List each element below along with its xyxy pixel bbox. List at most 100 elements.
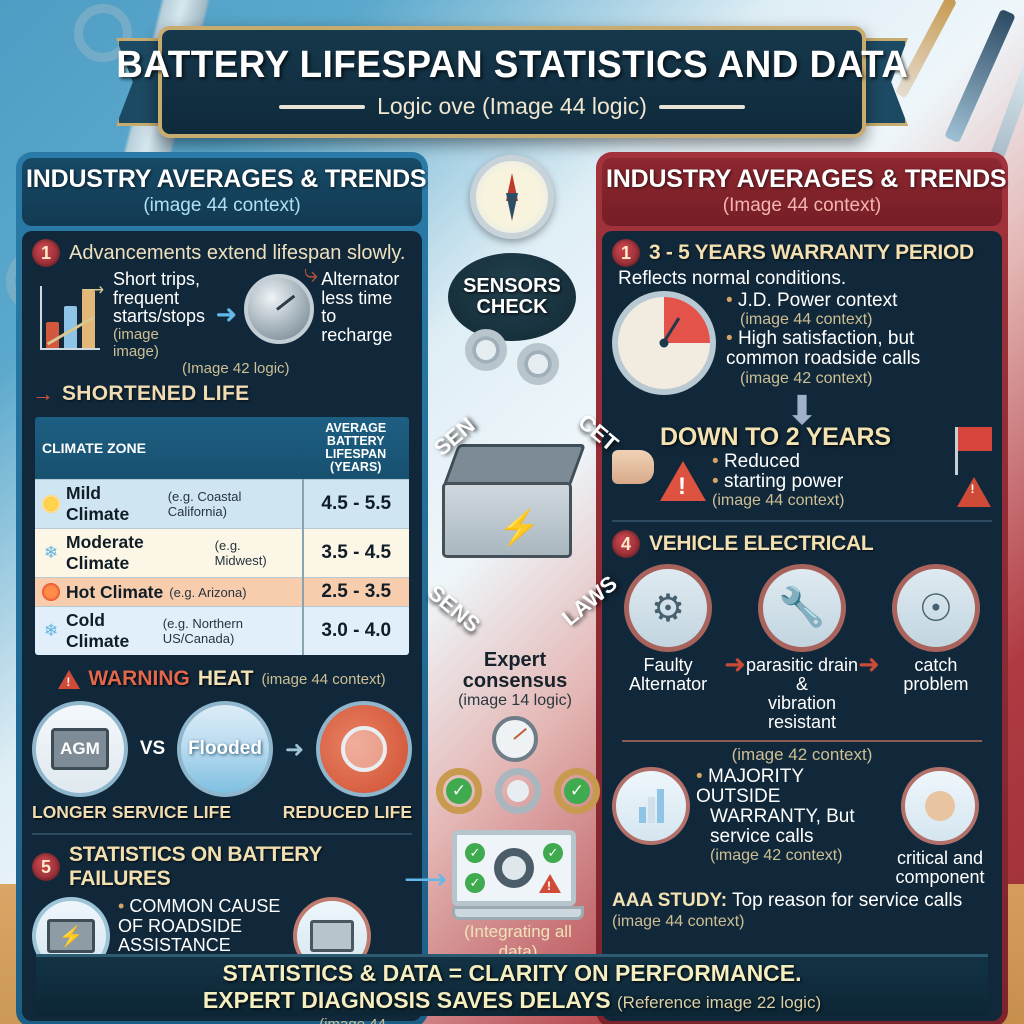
vehicle-electrical-steps: ⚙ Faulty Alternator ➜ 🔧 parasitic drain … bbox=[612, 564, 992, 732]
warning-label: WARNING bbox=[88, 667, 190, 691]
list-item: • starting power bbox=[712, 471, 844, 493]
left-effect-note: (Image 42 logic) bbox=[182, 359, 290, 377]
flooded-label: Flooded bbox=[188, 738, 262, 760]
step-parasitic-drain: 🔧 parasitic drain & vibration resistant bbox=[746, 564, 858, 732]
clock-magnifier-icon bbox=[612, 291, 716, 396]
arrow-right-icon: ➜ bbox=[724, 648, 746, 679]
expert-line-1: Expert bbox=[483, 649, 547, 671]
table-cell-zone: Hot Climate (e.g. Arizona) bbox=[35, 577, 303, 607]
snowflake-icon: ❄ bbox=[43, 621, 59, 641]
table-header-row: CLIMATE ZONE AVERAGE BATTERY LIFESPAN (Y… bbox=[35, 416, 409, 480]
right-item-1-title: 3 - 5 YEARS WARRANTY PERIOD bbox=[649, 241, 974, 264]
shortened-life-label: SHORTENED LIFE bbox=[62, 381, 250, 405]
curved-arrow-icon: ⤷ bbox=[303, 258, 319, 288]
left-item-1-heading: 1 Advancements extend lifespan slowly. bbox=[32, 239, 412, 267]
right-panel: INDUSTRY AVERAGES & TRENDS (Image 44 con… bbox=[596, 152, 1008, 1024]
left-panel: INDUSTRY AVERAGES & TRENDS (image 44 con… bbox=[16, 152, 428, 1024]
down-section-note: (image 44 context) bbox=[712, 492, 845, 510]
battery-3d-icon bbox=[293, 897, 372, 976]
check-icon: ✓ bbox=[446, 778, 472, 804]
left-panel-title: INDUSTRY AVERAGES & TRENDS bbox=[26, 165, 427, 193]
warning-triangle-icon bbox=[660, 461, 706, 502]
vs-label: VS bbox=[139, 738, 166, 760]
list-item: OF ROADSIDE bbox=[118, 915, 243, 936]
left-panel-header: INDUSTRY AVERAGES & TRENDS (image 44 con… bbox=[22, 158, 427, 226]
center-column: SENSORS CHECK bbox=[430, 155, 594, 385]
step-label: catch problem bbox=[903, 655, 969, 695]
laptop-diagnostics-icon: ✓ ✓ ✓ (Integrating all data) bbox=[452, 830, 584, 962]
table-row: Hot Climate (e.g. Arizona) 2.5 - 3.5 bbox=[35, 577, 409, 607]
alternator-motor-icon: ⚙ bbox=[624, 564, 713, 653]
divider bbox=[612, 520, 992, 523]
right-panel-body: 1 3 - 5 YEARS WARRANTY PERIOD Reflects n… bbox=[602, 231, 1002, 1021]
table-cell-value: 2.5 - 3.5 bbox=[301, 577, 409, 607]
arrow-right-icon: → bbox=[32, 380, 54, 406]
heat-warning-row: WARNING HEAT (image 44 context) bbox=[32, 667, 412, 691]
table-cell-value: 3.0 - 4.0 bbox=[301, 606, 409, 656]
wrench-screwdriver-icon: 🔧 bbox=[758, 564, 846, 653]
alternator-gauge-icon bbox=[244, 274, 315, 344]
left-panel-body: 1 Advancements extend lifespan slowly. ⟶… bbox=[22, 231, 422, 1024]
step-label: Faulty Alternator bbox=[629, 655, 708, 695]
heat-label: HEAT bbox=[197, 667, 254, 691]
left-effect-text: Alternator less time to recharge bbox=[321, 269, 400, 345]
badge-number: 1 bbox=[612, 239, 640, 267]
table-col-lifespan: AVERAGE BATTERY LIFESPAN (YEARS) bbox=[302, 416, 409, 480]
aaa-study-line: AAA STUDY: Top reason for service calls … bbox=[612, 889, 963, 930]
warning-triangle-icon bbox=[539, 874, 561, 893]
sun-icon bbox=[42, 495, 60, 514]
caption-reduced-life: REDUCED LIFE bbox=[282, 802, 412, 823]
bullet-note: (image 42 context) bbox=[710, 847, 843, 865]
compass-icon bbox=[470, 155, 554, 239]
right-panel-subtitle: (Image 44 context) bbox=[722, 195, 882, 216]
gear-icon bbox=[74, 4, 132, 62]
list-item: • Reduced bbox=[712, 451, 800, 473]
header-ribbon: BATTERY LIFESPAN STATISTICS AND DATA Log… bbox=[116, 26, 908, 138]
check-icon: ✓ bbox=[465, 843, 485, 863]
bullet-note: (image 44 context) bbox=[740, 311, 873, 329]
divider bbox=[658, 104, 745, 109]
warning-triangle-icon bbox=[58, 669, 81, 689]
gear-check-icon: ✓ bbox=[436, 768, 482, 814]
flag-pole bbox=[955, 426, 958, 475]
badge-number: 4 bbox=[612, 530, 640, 559]
sensors-label-line2: CHECK bbox=[476, 296, 548, 318]
table-row: Mild Climate (e.g. Coastal California) 4.… bbox=[35, 479, 409, 529]
side-stat-note: (image 44 context) bbox=[293, 1016, 412, 1024]
agm-battery-icon: AGM bbox=[32, 701, 128, 798]
sensors-check-badge: SENSORS CHECK bbox=[448, 253, 576, 341]
table-row: ❄ Moderate Climate (e.g. Midwest) 3.5 - 4.… bbox=[35, 528, 409, 578]
table-cell-value: 4.5 - 5.5 bbox=[301, 479, 409, 529]
right-item-1-heading: 1 3 - 5 YEARS WARRANTY PERIOD bbox=[612, 239, 992, 267]
step-label: parasitic drain & vibration resistant bbox=[745, 655, 859, 733]
list-item: • COMMON CAUSE bbox=[118, 896, 281, 917]
list-item: • J.D. Power context bbox=[726, 290, 898, 312]
frustrated-person-icon bbox=[901, 766, 979, 845]
left-panel-subtitle: (image 44 context) bbox=[143, 195, 301, 216]
left-cause-note: (image image) bbox=[113, 325, 159, 360]
person-label: critical and component bbox=[895, 847, 985, 887]
sensors-label-line1: SENSORS bbox=[463, 275, 561, 297]
table-cell-zone: Mild Climate (e.g. Coastal California) bbox=[35, 479, 303, 529]
comparison-captions: LONGER SERVICE LIFE REDUCED LIFE bbox=[32, 802, 412, 823]
gear-icon bbox=[494, 848, 534, 888]
bracket-note: (image 42 context) bbox=[622, 739, 982, 765]
step-faulty-alternator: ⚙ Faulty Alternator bbox=[612, 564, 724, 694]
hot-sun-icon bbox=[42, 583, 60, 602]
table-cell-zone: ❄ Moderate Climate (e.g. Midwest) bbox=[35, 528, 303, 578]
gear-check-icon: ✓ bbox=[554, 768, 600, 814]
gear-icon bbox=[465, 329, 507, 371]
arrow-right-icon: ➜ bbox=[215, 299, 238, 330]
check-icon: ✓ bbox=[543, 843, 563, 863]
divider bbox=[32, 833, 412, 836]
expert-line-2: consensus bbox=[462, 670, 568, 692]
battery-comparison-row: AGM VS Flooded ➜ bbox=[32, 701, 412, 798]
right-item-1-subtitle: Reflects normal conditions. bbox=[618, 268, 847, 289]
check-gears-row: ✓ ✓ bbox=[436, 768, 600, 814]
right-panel-title: INDUSTRY AVERAGES & TRENDS bbox=[606, 165, 1007, 193]
arrow-down-icon: ⬇ bbox=[785, 389, 819, 434]
hand-pointing-chart-icon bbox=[612, 766, 690, 845]
bar-chart-trend-icon: ⟶ bbox=[32, 276, 106, 358]
table-row: ❄ Cold Climate (e.g. Northern US/Canada) 3… bbox=[35, 606, 409, 656]
